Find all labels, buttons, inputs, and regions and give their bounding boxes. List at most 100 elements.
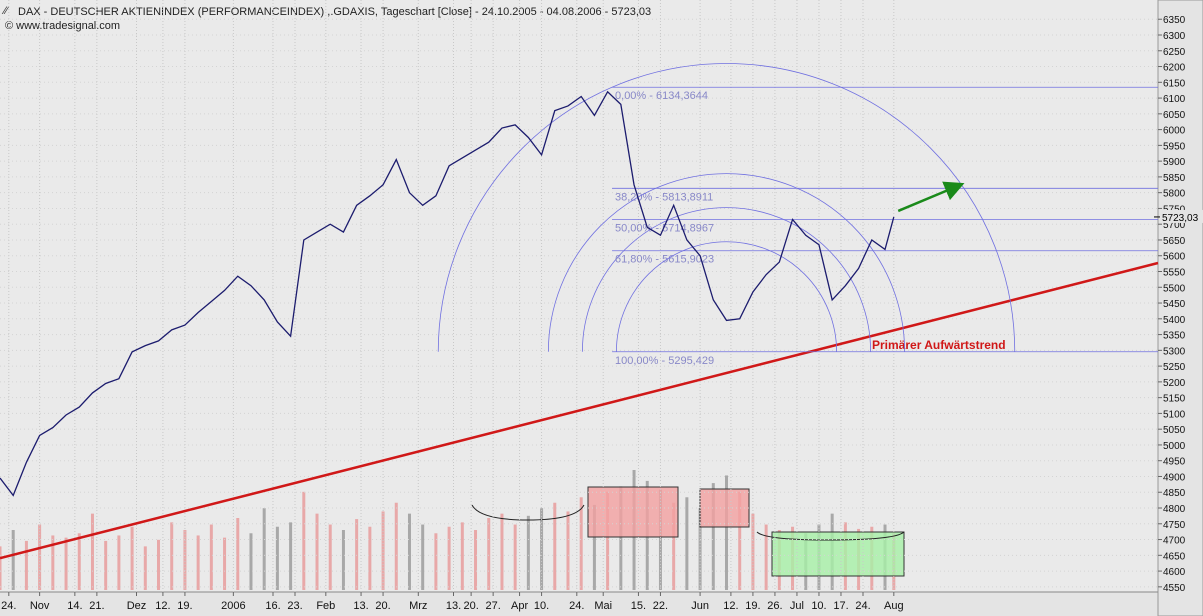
volume-bar (170, 522, 174, 590)
y-axis-panel (1157, 0, 1203, 616)
chart-icon: ⁄⁄ (1, 5, 10, 17)
y-tick-label: 6150 (1163, 78, 1186, 89)
x-tick-label: Feb (316, 600, 335, 612)
y-tick-label: 6300 (1163, 31, 1186, 42)
y-tick-label: 5450 (1163, 299, 1186, 310)
volume-bar (196, 535, 200, 590)
volume-bar (579, 497, 583, 590)
y-tick-label: 5500 (1163, 283, 1186, 294)
fib-arc (437, 63, 1016, 352)
y-tick-label: 5800 (1163, 189, 1186, 200)
x-tick-label: Jul (790, 600, 804, 612)
y-tick-label: 4700 (1163, 536, 1186, 547)
y-tick-label: 5750 (1163, 204, 1186, 215)
x-tick-label: Jun (691, 600, 709, 612)
volume-bar (381, 511, 385, 590)
y-tick-label: 4750 (1163, 520, 1186, 531)
y-tick-label: 5700 (1163, 220, 1186, 231)
volume-bar (0, 546, 2, 590)
x-tick-label: 20. (463, 600, 478, 612)
fib-label: 0,00% - 6134,3644 (615, 90, 708, 102)
x-tick-label: Mai (594, 600, 612, 612)
x-tick-label: 20. (375, 600, 390, 612)
volume-bar (407, 513, 411, 590)
x-tick-label: 19. (745, 600, 760, 612)
y-tick-label: 5400 (1163, 315, 1186, 326)
x-tick-label: Mrz (409, 600, 427, 612)
x-tick-label: 10. (811, 600, 826, 612)
volume-bar (672, 502, 676, 590)
y-tick-label: 6000 (1163, 126, 1186, 137)
volume-bar (711, 483, 715, 590)
x-tick-label: Nov (30, 600, 50, 612)
y-tick-label: 4950 (1163, 457, 1186, 468)
bracket (471, 504, 585, 521)
copyright: © www.tradesignal.com (5, 20, 120, 32)
x-tick-label: 15. (631, 600, 646, 612)
highlight-box (587, 486, 679, 538)
volume-bar (223, 537, 227, 590)
y-tick-label: 5950 (1163, 141, 1186, 152)
fib-label: 38,20% - 5813,8911 (615, 191, 713, 203)
volume-bar (434, 533, 438, 590)
volume-bar (64, 537, 68, 590)
x-tick-label: 12. (723, 600, 738, 612)
chart-title: DAX - DEUTSCHER AKTIENINDEX (PERFORMANCE… (18, 6, 651, 18)
y-tick-label: 6350 (1163, 15, 1186, 26)
y-tick-label: 5250 (1163, 362, 1186, 373)
volume-bar (606, 491, 610, 590)
y-tick-label: 4550 (1163, 583, 1186, 594)
x-tick-label: Aug (884, 600, 904, 612)
volume-bar (11, 530, 15, 590)
volume-bar (183, 530, 187, 590)
volume-bar (751, 513, 755, 590)
x-tick-label: 10. (534, 600, 549, 612)
arrow (897, 181, 965, 213)
volume-bar (236, 518, 240, 590)
x-tick-label: 13. (446, 600, 461, 612)
y-tick-label: 6200 (1163, 63, 1186, 74)
volume-bar (51, 535, 55, 590)
volume-bar (209, 524, 213, 590)
x-tick-label: 19. (177, 600, 192, 612)
volume-bar (355, 519, 359, 590)
fib-label: 50,00% - 5714,8967 (615, 223, 714, 235)
volume-bar (328, 524, 332, 590)
y-tick-label: 5300 (1163, 346, 1186, 357)
x-tick-label: 2006 (221, 600, 245, 612)
volume-bar (104, 540, 108, 590)
y-tick-label: 5600 (1163, 252, 1186, 263)
fib-label: 100,00% - 5295,429 (615, 355, 714, 367)
x-tick-label: Apr (511, 600, 528, 612)
y-tick-label: 5850 (1163, 173, 1186, 184)
x-tick-label: 24. (569, 600, 584, 612)
price-line (0, 90, 895, 497)
y-tick-label: 5050 (1163, 425, 1186, 436)
volume-bar (738, 491, 742, 590)
y-tick-label: 5650 (1163, 236, 1186, 247)
fib-arc (615, 241, 838, 352)
volume-bar (460, 522, 464, 590)
volume-bar (262, 508, 266, 590)
y-tick-label: 5100 (1163, 409, 1186, 420)
volume-bar (38, 524, 42, 590)
volume-bar (77, 533, 81, 590)
volume-bar (143, 546, 147, 590)
x-tick-label: 17. (833, 600, 848, 612)
y-tick-label: 6100 (1163, 94, 1186, 105)
x-tick-label: 13. (353, 600, 368, 612)
fib-arc (581, 207, 872, 352)
volume-bar (474, 530, 478, 590)
volume-bar (302, 491, 306, 590)
volume-bar (553, 502, 557, 590)
y-tick-label: 4850 (1163, 488, 1186, 499)
volume-bar (513, 524, 517, 590)
volume-bar (90, 513, 94, 590)
volume-bar (341, 530, 345, 590)
y-tick-label: 5900 (1163, 157, 1186, 168)
x-tick-label: 21. (89, 600, 104, 612)
x-tick-label: 16. (265, 600, 280, 612)
volume-bar (117, 535, 121, 590)
volume-bar (157, 539, 161, 590)
